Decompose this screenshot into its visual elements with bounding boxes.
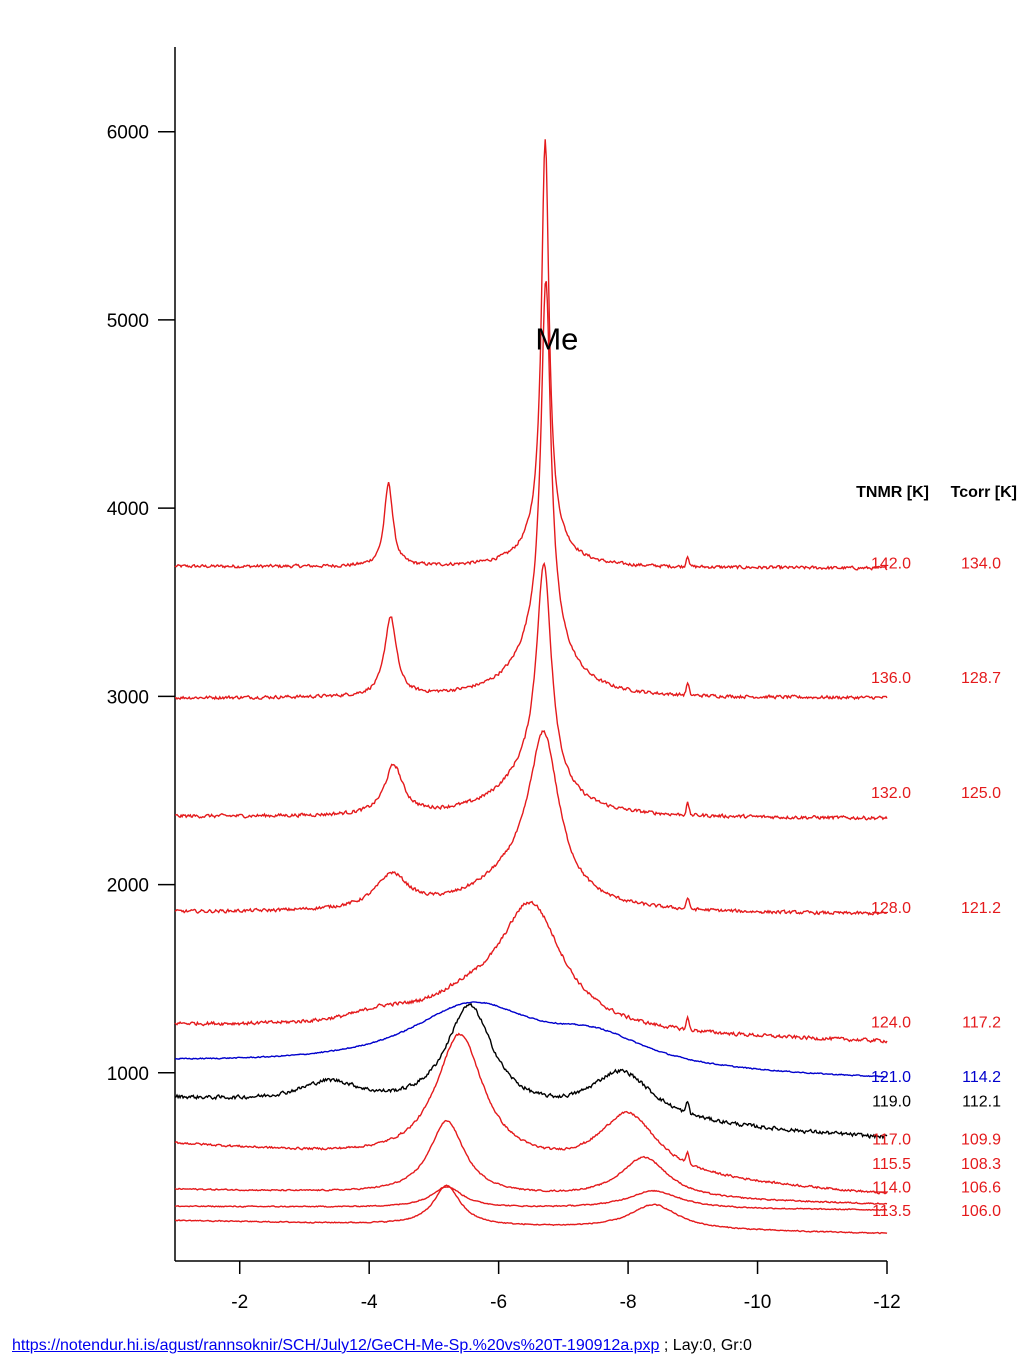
spectrum-line-117_0 [174,1032,888,1195]
source-link[interactable]: https://notendur.hi.is/agust/rannsoknir/… [12,1337,660,1354]
peak-annotation: Me [535,322,578,357]
y-tick-label: 5000 [107,311,149,332]
tnmr-label: 136.0 [871,670,911,687]
tnmr-label: 114.0 [872,1179,911,1196]
tcorr-label: 106.0 [961,1203,1001,1220]
axes: 1000 2000 3000 4000 5000 6000 -2 -4 -6 -8 -10 -12 [107,47,901,1313]
spectrum-line-142_0 [174,139,888,571]
footer-suffix: ; Lay:0, Gr:0 [659,1337,752,1354]
x-tick-label: -8 [620,1292,637,1313]
x-tick-label: -2 [231,1292,248,1313]
spectrum-line-124_0 [174,900,888,1044]
tnmr-label: 121.0 [871,1069,911,1086]
tnmr-label: 117.0 [872,1131,911,1148]
tcorr-header: Tcorr [K] [951,484,1017,501]
spectrum-line-132_0 [174,561,888,821]
y-tick-label: 4000 [107,499,149,520]
spectrum-line-136_0 [175,281,888,701]
tcorr-label: 121.2 [961,900,1001,917]
tnmr-label: 113.5 [872,1203,911,1220]
spectrum-line-114_0 [174,1186,888,1212]
tnmr-label: 128.0 [871,900,911,917]
tcorr-label: 109.9 [961,1131,1001,1148]
tcorr-label: 106.6 [961,1179,1001,1196]
spectrum-line-113_5 [174,1184,888,1235]
tcorr-label: 125.0 [961,785,1001,802]
x-tick-label: -12 [873,1292,900,1313]
x-tick-label: -10 [744,1292,771,1313]
tnmr-header: TNMR [K] [856,484,929,501]
labels-layer: 142.0 134.0 136.0 128.7 132.0 125.0 128.0 121.2… [535,322,1017,1220]
tcorr-label: 112.1 [962,1094,1001,1111]
tnmr-label: 119.0 [872,1094,911,1111]
spectrum-line-119_0 [174,1002,888,1140]
tnmr-label: 124.0 [871,1015,911,1032]
tcorr-label: 117.2 [962,1015,1001,1032]
x-tick-label: -4 [361,1292,378,1313]
spectrum-line-128_0 [174,729,888,916]
spectrum-line-121_0 [174,1001,888,1078]
tnmr-label: 142.0 [871,555,911,572]
x-tick-label: -6 [490,1292,507,1313]
tcorr-label: 114.2 [962,1069,1001,1086]
footer: https://notendur.hi.is/agust/rannsoknir/… [12,1337,752,1355]
tcorr-label: 134.0 [961,555,1001,572]
y-tick-label: 3000 [107,687,149,708]
tcorr-label: 128.7 [961,670,1001,687]
tnmr-label: 115.5 [872,1156,911,1173]
y-tick-label: 1000 [107,1064,149,1085]
y-tick-label: 2000 [107,876,149,897]
y-tick-label: 6000 [107,123,149,144]
tcorr-label: 108.3 [961,1156,1001,1173]
series-layer [174,139,888,1235]
nmr-spectra-chart: 1000 2000 3000 4000 5000 6000 -2 -4 -6 -8 -10 -12 1… [107,47,1017,1313]
spectrum-line-115_5 [174,1119,888,1205]
tnmr-label: 132.0 [871,785,911,802]
